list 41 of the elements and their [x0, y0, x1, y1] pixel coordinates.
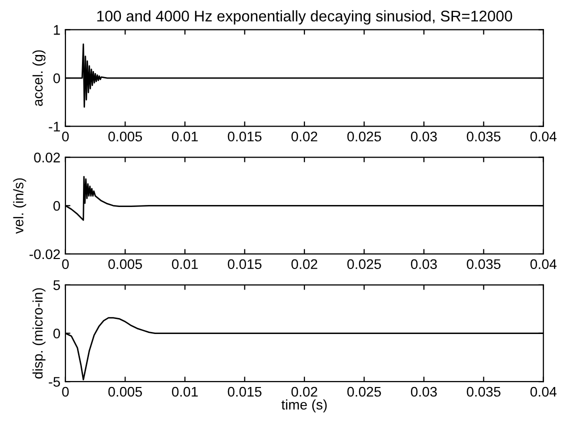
x-tick-label: 0.02: [291, 259, 318, 270]
x-tick-label: 0.015: [228, 132, 262, 142]
chart-title: 100 and 4000 Hz exponentially decaying sinusiod, SR=12000: [97, 10, 512, 25]
x-tick-label: 0.01: [172, 132, 198, 142]
y-axis-title: disp. (micro-in): [32, 288, 46, 379]
x-tick-label: 0.015: [228, 259, 262, 270]
x-tick-label: 0.005: [108, 386, 142, 397]
y-axis-title: vel. (in/s): [13, 178, 26, 234]
x-tick-label: 0: [62, 386, 69, 397]
x-tick-label: 0.005: [108, 132, 142, 142]
y-tick-label: 0: [53, 200, 60, 211]
x-tick-label: 0: [62, 132, 69, 142]
x-tick-label: 0.02: [291, 132, 318, 142]
x-tick-label: 0.03: [410, 386, 437, 397]
x-tick-label: 0.025: [347, 259, 381, 270]
y-tick-label: 1: [54, 25, 60, 35]
y-axis-title: accel. (g): [32, 50, 46, 106]
y-tick-label: 0.02: [34, 152, 60, 162]
x-tick-label: 0.025: [347, 132, 381, 142]
x-tick-label: 0.04: [530, 132, 557, 142]
x-tick-label: 0.025: [347, 386, 381, 397]
x-tick-label: 0.035: [466, 259, 500, 270]
y-tick-label: 0: [53, 73, 60, 84]
y-tick-label: -0.02: [30, 249, 60, 260]
x-axis-title: time (s): [281, 399, 327, 412]
x-tick-label: 0.04: [530, 386, 557, 397]
y-tick-label: 5: [53, 280, 60, 290]
x-tick-label: 0.035: [466, 132, 500, 142]
x-tick-label: 0.04: [530, 259, 557, 270]
x-tick-label: 0.01: [172, 259, 198, 270]
x-tick-label: 0.01: [172, 386, 198, 397]
y-tick-label: -1: [48, 122, 60, 132]
x-tick-label: 0.015: [228, 386, 262, 397]
x-tick-label: 0.03: [410, 259, 437, 270]
x-tick-label: 0.005: [108, 259, 142, 270]
x-tick-label: 0.035: [466, 386, 500, 397]
x-tick-label: 0.02: [291, 386, 318, 397]
x-tick-label: 0: [62, 259, 69, 270]
x-tick-label: 0.03: [410, 132, 437, 142]
y-tick-label: 0: [53, 328, 60, 338]
y-tick-label: -5: [48, 377, 60, 387]
